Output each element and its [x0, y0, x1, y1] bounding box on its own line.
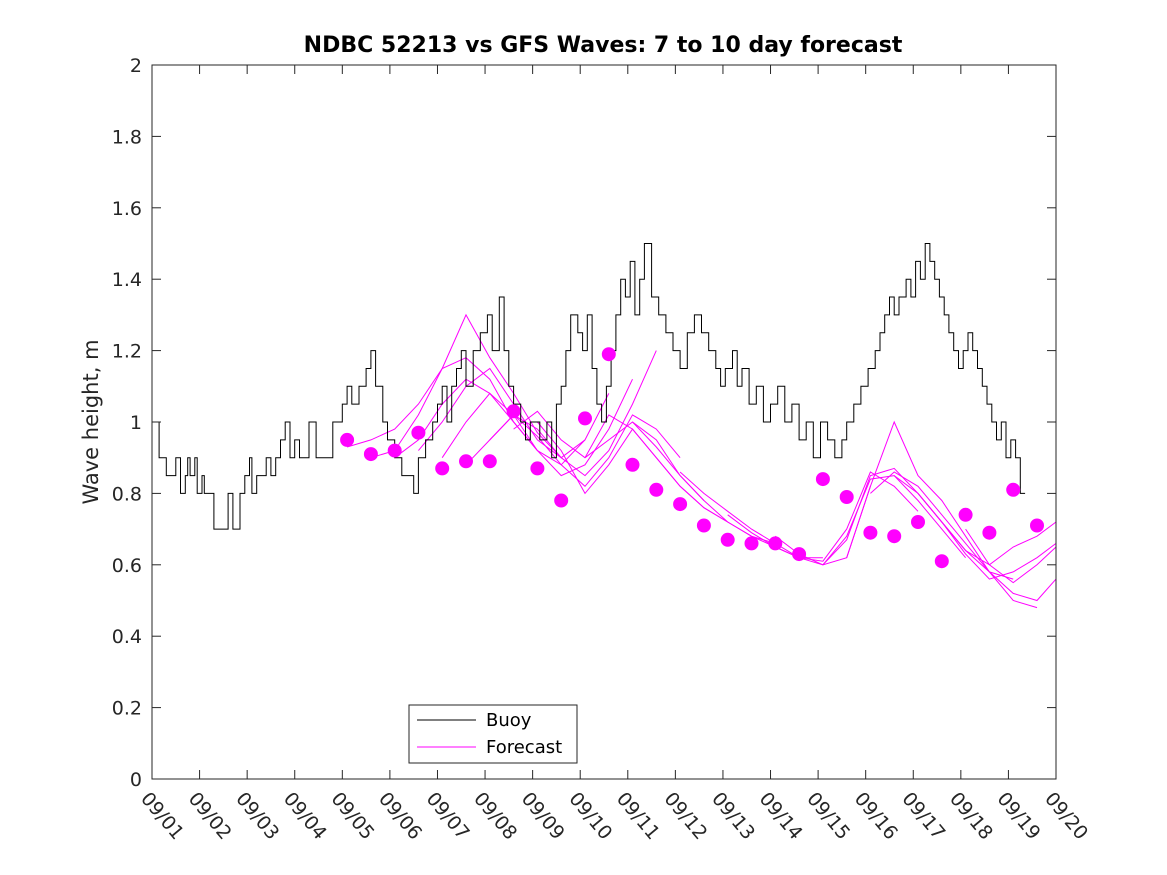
y-tick-label: 1.4: [112, 269, 142, 291]
forecast-point: [506, 404, 521, 419]
y-tick-label: 2: [130, 55, 142, 77]
forecast-run-line: [727, 471, 919, 562]
forecast-point: [625, 457, 640, 472]
forecast-point: [839, 490, 854, 504]
forecast-run-line: [846, 420, 1038, 609]
forecast-point: [363, 447, 378, 462]
chart-title: NDBC 52213 vs GFS Waves: 7 to 10 day for…: [304, 33, 903, 58]
legend: Buoy Forecast: [408, 704, 578, 764]
y-tick-label: 0.2: [112, 698, 142, 720]
forecast-point: [673, 497, 688, 512]
forecast-point: [982, 525, 997, 540]
forecast-point: [1006, 482, 1021, 497]
forecast-point: [792, 547, 807, 562]
forecast-point: [435, 461, 450, 476]
forecast-point: [387, 443, 402, 458]
y-tick-label: 1.8: [112, 126, 142, 148]
y-tick-label: 0.4: [112, 626, 142, 648]
forecast-point: [554, 493, 569, 508]
y-tick-label: 0.8: [112, 483, 142, 505]
forecast-point: [601, 347, 616, 362]
forecast-point: [744, 536, 759, 551]
forecast-point: [411, 425, 426, 440]
forecast-run-line: [870, 471, 1057, 602]
forecast-run-line: [441, 378, 633, 477]
legend-box: [408, 704, 578, 764]
forecast-point: [696, 518, 711, 533]
y-tick-label: 0.6: [112, 555, 142, 577]
y-axis-label: Wave height, m: [79, 339, 103, 504]
forecast-run-line: [513, 410, 705, 501]
y-tick-label: 1.2: [112, 341, 142, 363]
legend-forecast-label: Forecast: [486, 737, 562, 758]
forecast-point: [482, 454, 497, 469]
y-axis: 0 0.2 0.4 0.6 0.8 1 1.2 1.4 1.6 1.8 2: [112, 55, 1056, 791]
forecast-point: [911, 515, 925, 529]
forecast-run-line: [774, 475, 966, 566]
y-tick-label: 0: [130, 769, 142, 791]
forecast-point: [934, 554, 949, 569]
forecast-run-line: [965, 528, 1057, 584]
forecast-point: [340, 432, 355, 447]
buoy-series-line: [152, 243, 1026, 530]
forecast-point: [768, 536, 783, 551]
y-tick-label: 1.6: [112, 198, 142, 220]
forecast-point: [459, 454, 473, 469]
forecast-point: [720, 532, 735, 547]
forecast-point: [530, 461, 545, 476]
forecast-point: [958, 507, 973, 522]
forecast-run-line: [370, 313, 562, 459]
y-tick-label: 1: [130, 412, 142, 434]
buoy-line: [152, 243, 1026, 530]
forecast-point: [1030, 518, 1044, 533]
forecast-point: [887, 529, 902, 544]
forecast-markers: [340, 347, 1044, 569]
forecast-point: [649, 482, 664, 497]
legend-buoy-label: Buoy: [486, 710, 532, 731]
forecast-run-line: [917, 493, 1057, 580]
forecast-point: [863, 525, 878, 540]
forecast-point: [578, 411, 592, 426]
forecast-point: [815, 472, 830, 487]
